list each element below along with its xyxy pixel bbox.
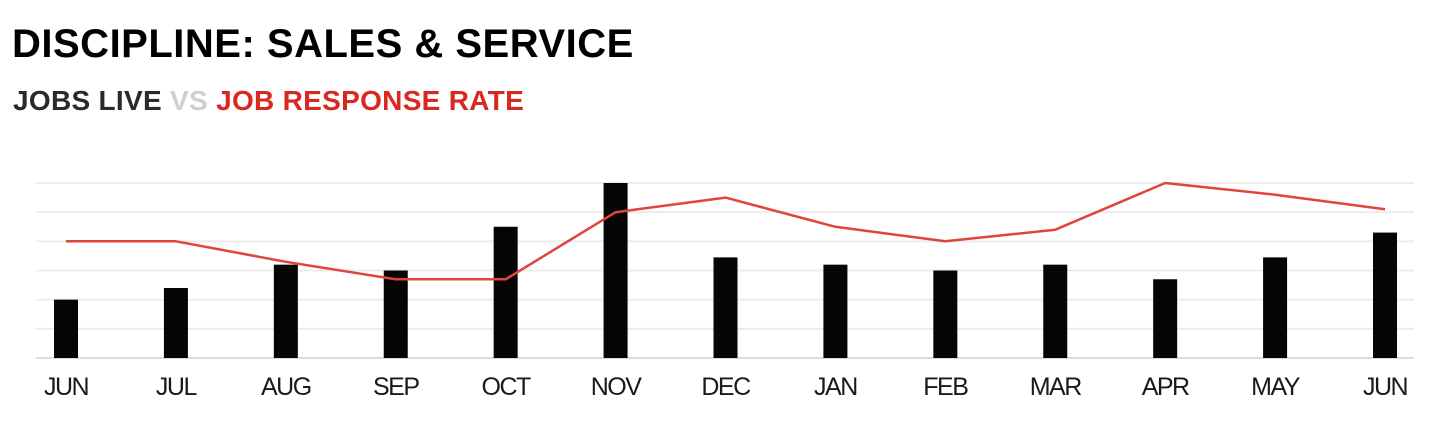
- bar-jul-1: [163, 288, 188, 358]
- bar-may-11: [1263, 257, 1288, 358]
- bar-oct-4: [493, 226, 518, 358]
- response-rate-line: [66, 181, 1386, 281]
- x-tick-label: JUN: [44, 373, 89, 401]
- subtitle-vs: VS: [161, 85, 217, 116]
- bars: [54, 183, 1397, 358]
- bar-aug-2: [273, 264, 298, 358]
- x-tick-label: SEP: [373, 373, 419, 401]
- bar-feb-8: [933, 270, 958, 358]
- bar-jun-12: [1373, 232, 1397, 358]
- bar-nov-5: [603, 183, 628, 358]
- x-tick-label: MAY: [1251, 373, 1301, 401]
- bar-jan-7: [823, 264, 848, 358]
- chart-subtitle: JOBS LIVE VS JOB RESPONSE RATE: [13, 83, 524, 119]
- bar-apr-10: [1153, 279, 1178, 358]
- x-tick-label: OCT: [482, 373, 532, 401]
- bar-sep-3: [383, 270, 408, 358]
- response-rate-line-group: [66, 181, 1386, 281]
- bar-dec-6: [713, 257, 738, 358]
- bar-mar-9: [1043, 264, 1068, 358]
- x-tick-label: DEC: [701, 373, 751, 401]
- x-tick-label: FEB: [923, 373, 968, 401]
- x-tick-label: MAR: [1030, 373, 1082, 401]
- x-tick-label: APR: [1142, 373, 1189, 401]
- x-tick-label: AUG: [261, 373, 311, 401]
- bar-jun-0: [54, 299, 78, 358]
- x-tick-label: JUL: [156, 373, 198, 401]
- x-axis-ticks: JUN JUL AUG SEP OCT NOV DEC JAN FEB MAR APR MAY JUN: [44, 373, 1409, 401]
- subtitle-job-response-rate: JOB RESPONSE RATE: [216, 85, 525, 116]
- subtitle-jobs-live: JOBS LIVE: [13, 85, 162, 116]
- chart-title: DISCIPLINE: SALES & SERVICE: [12, 22, 634, 66]
- x-tick-label: NOV: [591, 373, 643, 401]
- x-tick-label: JUN: [1363, 373, 1408, 401]
- x-tick-label: JAN: [814, 373, 857, 401]
